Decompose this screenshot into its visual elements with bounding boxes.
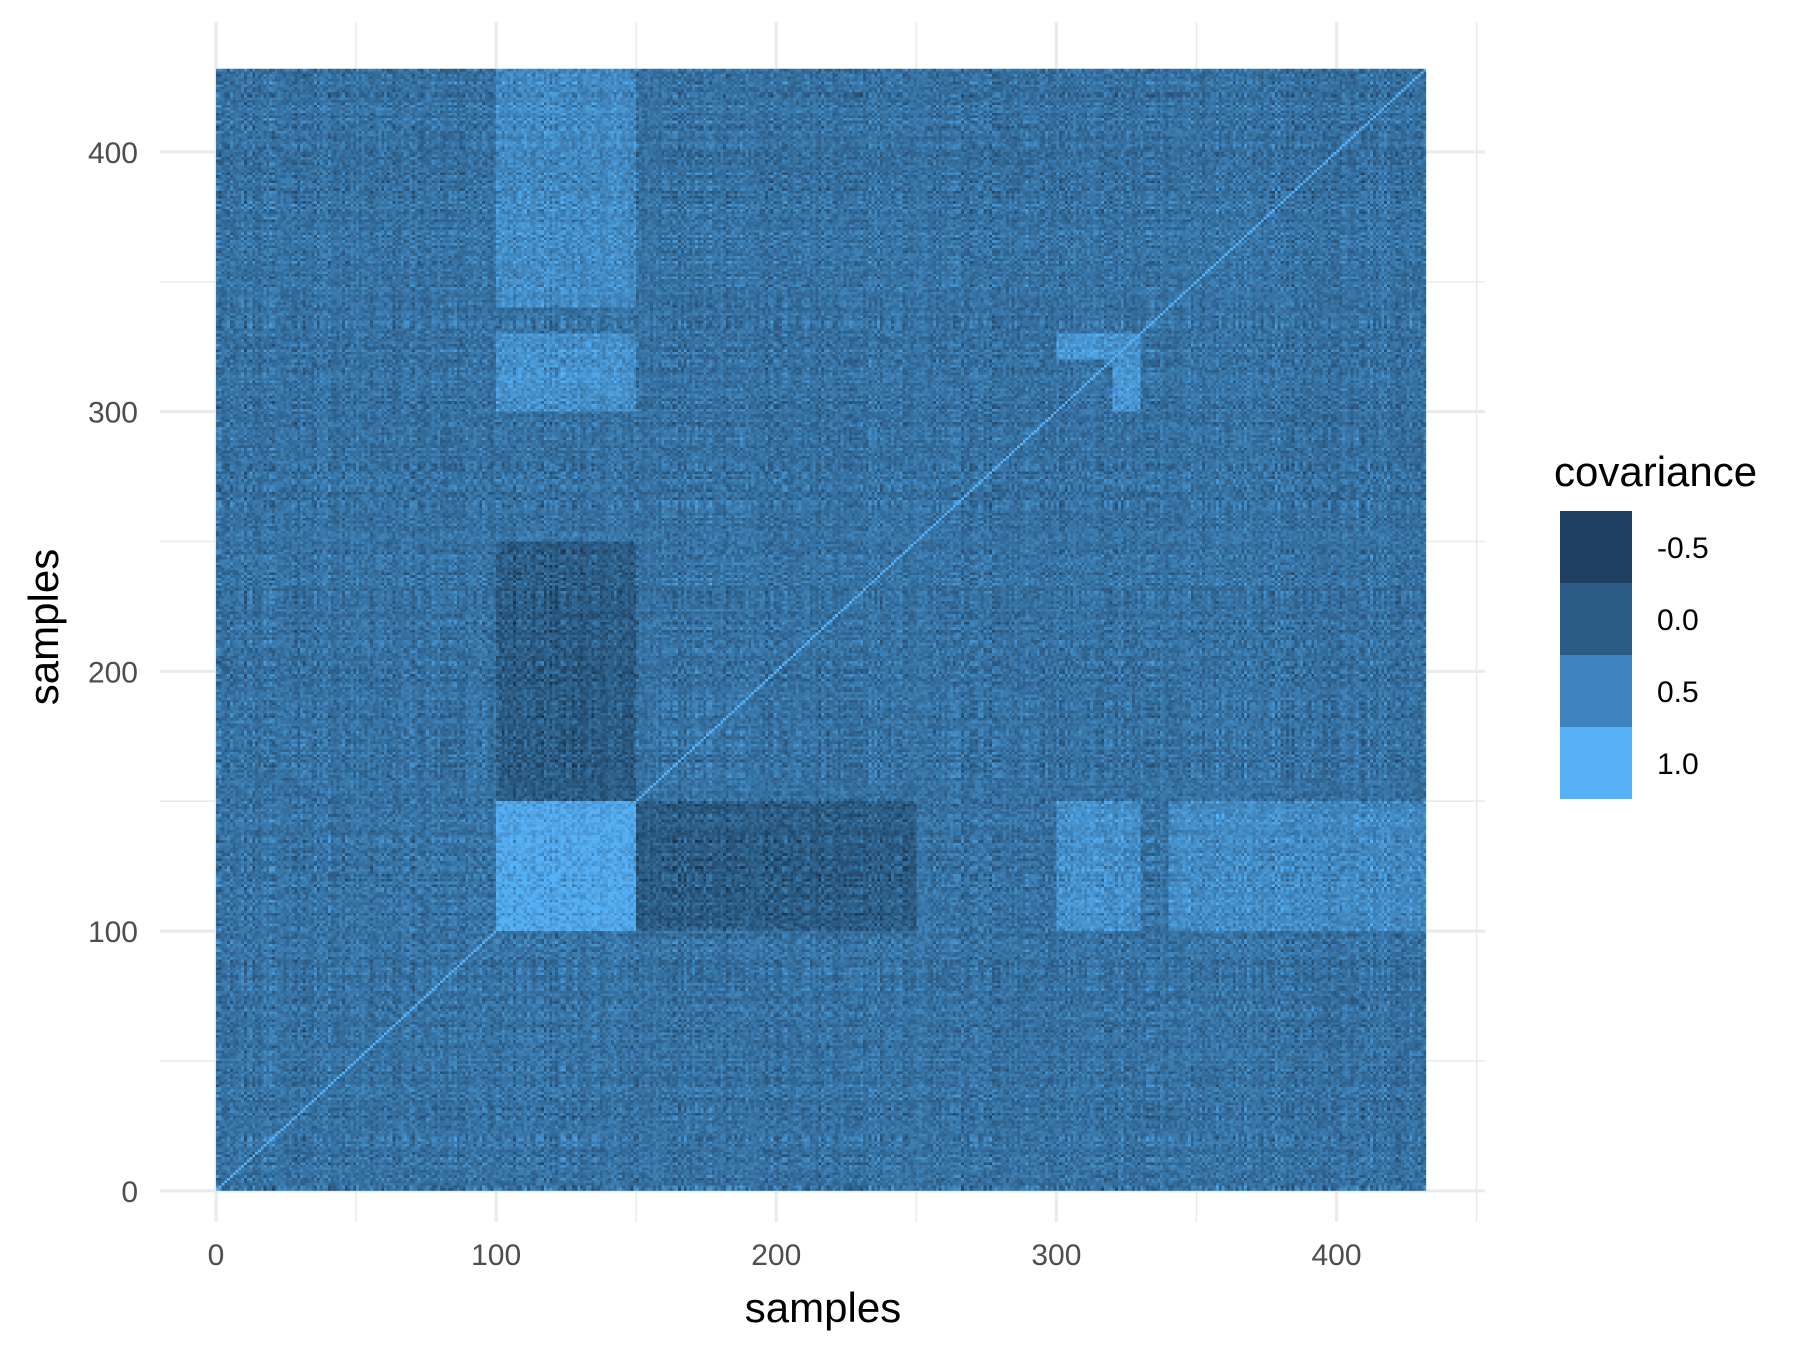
legend-key (1560, 727, 1632, 799)
x-tick-label: 400 (1312, 1239, 1362, 1272)
x-axis-title: samples (745, 1284, 901, 1331)
legend-label: -0.5 (1657, 532, 1709, 565)
legend-label: 1.0 (1657, 748, 1699, 781)
x-tick-label: 200 (751, 1239, 801, 1272)
legend-title: covariance (1554, 448, 1757, 495)
y-tick-label: 300 (88, 397, 138, 430)
x-tick-label: 100 (471, 1239, 521, 1272)
y-tick-label: 200 (88, 656, 138, 689)
legend-label: 0.5 (1657, 676, 1699, 709)
legend-key (1560, 655, 1632, 727)
y-tick-label: 0 (121, 1176, 138, 1209)
legend-label: 0.0 (1657, 604, 1699, 637)
legend-key (1560, 511, 1632, 583)
legend-keys: -0.5 0.0 0.5 1.0 (1560, 511, 1709, 799)
legend-key (1560, 583, 1632, 655)
heatmap-cells (216, 68, 1427, 1191)
tick-labels: 0 100 200 300 400 0 100 200 300 400 (88, 137, 1362, 1272)
x-tick-label: 0 (208, 1239, 225, 1272)
y-axis-title: samples (20, 549, 67, 705)
legend: covariance -0.5 0.0 0.5 1.0 (1554, 448, 1757, 799)
y-tick-label: 400 (88, 137, 138, 170)
x-tick-label: 300 (1031, 1239, 1081, 1272)
heatmap-raster (216, 68, 1427, 1191)
y-tick-label: 100 (88, 916, 138, 949)
